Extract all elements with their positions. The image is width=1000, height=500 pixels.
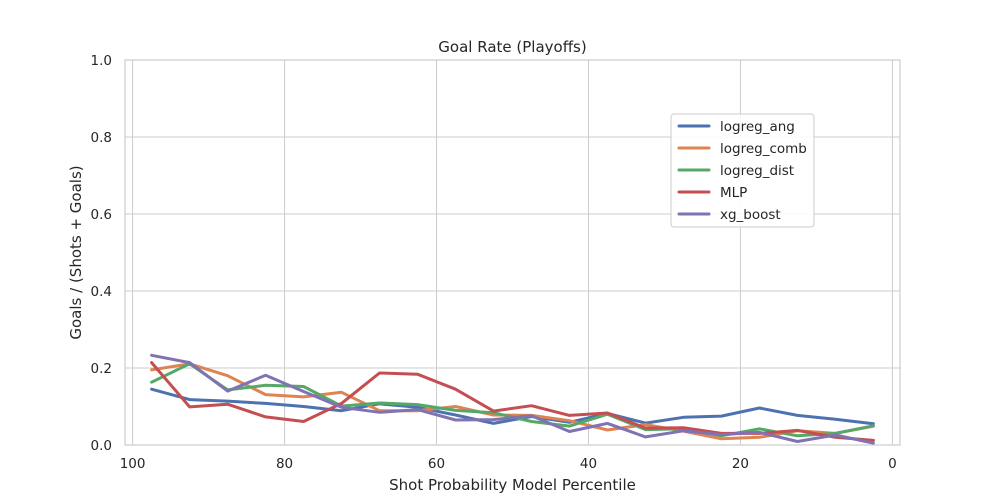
plot-frame — [124, 59, 901, 446]
series-line-logreg-dist — [150, 362, 875, 438]
x-tick-label: 80 — [276, 456, 293, 472]
y-tick-label: 0.2 — [91, 361, 112, 377]
series-lines — [150, 353, 875, 445]
axis-ticks: 100 80 60 40 20 0 0.0 0.2 0.4 0.6 0.8 1.0 — [91, 53, 897, 472]
legend-label: xg_boost — [720, 207, 781, 223]
legend-label: logreg_ang — [720, 119, 795, 135]
x-tick-label: 0 — [888, 456, 897, 472]
legend-label: logreg_comb — [720, 141, 807, 157]
x-tick-label: 40 — [580, 456, 597, 472]
chart-title: Goal Rate (Playoffs) — [438, 38, 586, 56]
x-axis-label: Shot Probability Model Percentile — [389, 476, 636, 494]
series-line-xg-boost — [150, 353, 875, 445]
x-tick-label: 60 — [428, 456, 445, 472]
y-tick-label: 0.6 — [91, 207, 112, 223]
y-tick-label: 0.0 — [91, 438, 112, 454]
legend-label: logreg_dist — [720, 163, 794, 179]
x-tick-label: 100 — [120, 456, 146, 472]
y-tick-label: 0.4 — [91, 284, 112, 300]
series-line-logreg-comb — [150, 362, 875, 441]
y-axis-label: Goals / (Shots + Goals) — [67, 165, 85, 339]
legend-box — [670, 113, 815, 228]
legend-label: MLP — [720, 185, 747, 201]
y-tick-label: 0.8 — [91, 130, 112, 146]
legend: logreg_ang logreg_comb logreg_dist MLP xg_bo… — [670, 113, 815, 228]
series-line-logreg-ang — [150, 387, 875, 426]
y-tick-label: 1.0 — [91, 53, 112, 69]
x-tick-label: 20 — [732, 456, 749, 472]
